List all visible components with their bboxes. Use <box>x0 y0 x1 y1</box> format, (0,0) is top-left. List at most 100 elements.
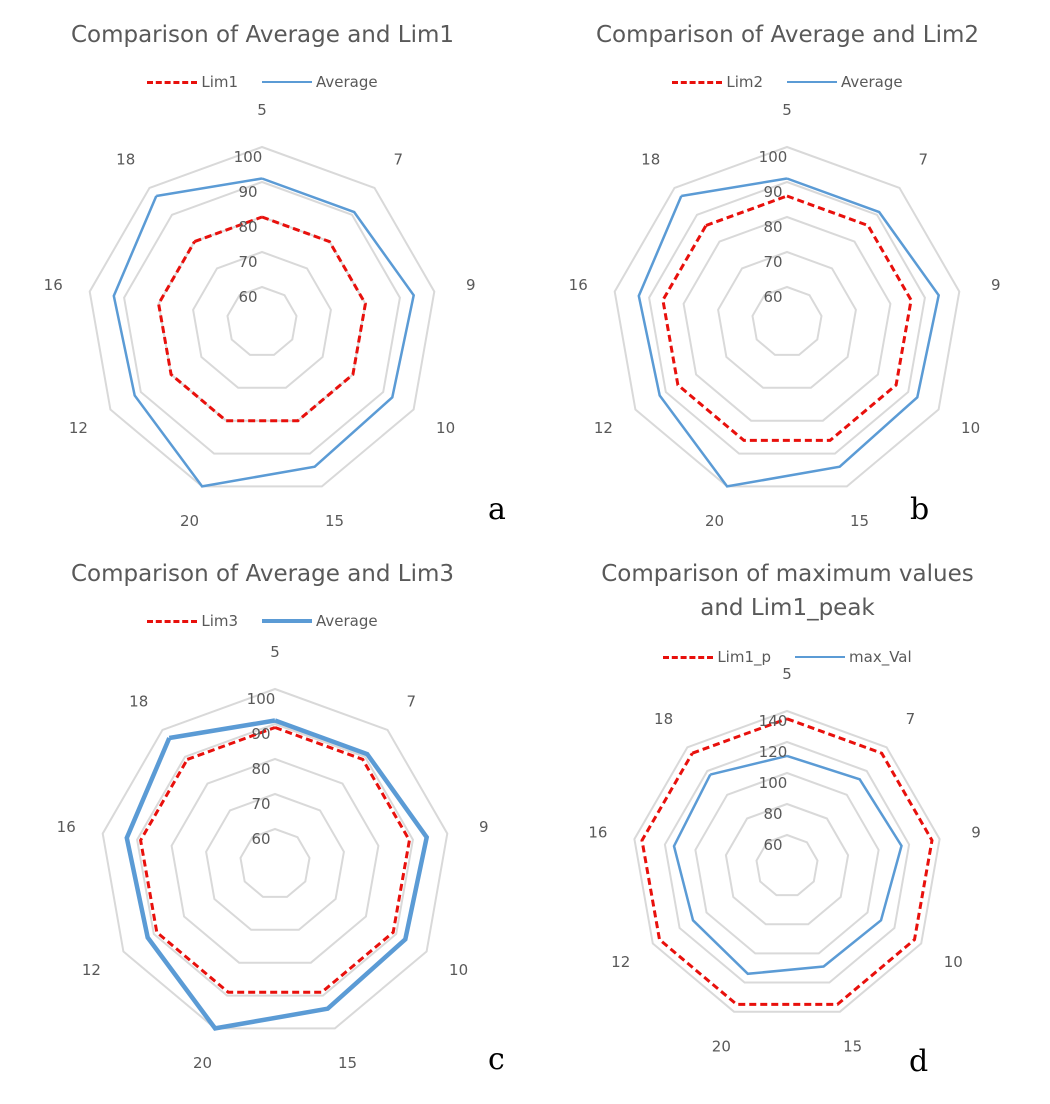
grid-ring <box>717 250 857 389</box>
category-label: 18 <box>116 151 135 169</box>
category-label: 15 <box>338 1054 357 1072</box>
radar-plot: 60 70 80 90 100 5 7 9 10 15 20 12 16 18 <box>44 101 476 530</box>
grid-ring <box>694 771 880 955</box>
series-line-closing-segment <box>193 215 263 243</box>
category-label: 12 <box>82 961 101 979</box>
chart-panel-d: Comparison of maximum values and Lim1_pe… <box>525 552 1050 1104</box>
category-label: 9 <box>466 276 476 294</box>
panel-label: a <box>488 492 506 527</box>
grid-ring <box>663 740 911 984</box>
category-label: 9 <box>971 824 981 842</box>
panel-label: c <box>488 1042 505 1077</box>
chart-title: Comparison of Average and Lim1 <box>70 22 455 48</box>
chart-title-line-2: and Lim1_peak <box>700 595 875 621</box>
radial-tick-label: 100 <box>759 148 788 166</box>
panel-label: b <box>910 492 930 527</box>
legend-swatch-dashed <box>147 80 198 84</box>
radar-plot: 60 70 80 90 100 5 7 9 10 15 20 12 16 18 <box>57 643 489 1072</box>
grid-ring <box>648 180 926 455</box>
chart-title: Comparison of maximum values and Lim1_pe… <box>525 557 1050 625</box>
series-line-closing-segment <box>681 177 788 198</box>
radial-tick-label: 80 <box>763 805 782 823</box>
chart-legend: Lim1_p max_Val <box>525 648 1050 666</box>
radial-tick-label: 60 <box>251 830 270 848</box>
grid-ring <box>88 145 436 488</box>
radial-tick-label: 100 <box>234 148 263 166</box>
series-line-closing-segment <box>156 177 263 198</box>
radial-tick-label: 120 <box>759 743 788 761</box>
chart-legend: Lim2 Average <box>525 73 1050 91</box>
radial-tick-label: 90 <box>238 183 257 201</box>
category-label: 15 <box>843 1037 862 1055</box>
category-label: 15 <box>325 512 344 530</box>
category-label: 5 <box>270 643 280 661</box>
grid-ring <box>755 833 819 897</box>
chart-legend: Lim3 Average <box>0 612 525 630</box>
legend-label: max_Val <box>849 648 912 666</box>
category-label: 12 <box>594 419 613 437</box>
series-line-closing-segment <box>186 726 276 761</box>
category-label: 20 <box>193 1054 212 1072</box>
chart-legend: Lim1 Average <box>0 73 525 91</box>
legend-label: Average <box>316 73 378 91</box>
category-label: 20 <box>180 512 199 530</box>
legend-item-average: Average <box>262 73 378 91</box>
legend-item-average: max_Val <box>795 648 912 666</box>
grid-ring <box>192 250 332 389</box>
radial-tick-label: 100 <box>759 774 788 792</box>
grid-ring <box>682 215 892 422</box>
radial-tick-label: 140 <box>759 712 788 730</box>
category-label: 10 <box>449 961 468 979</box>
radar-plot: 60 80 100 120 140 5 7 9 10 15 20 12 16 18 <box>588 665 981 1055</box>
chart-panel-a: Comparison of Average and Lim1 Lim1 Aver… <box>0 0 525 552</box>
category-label: 10 <box>436 419 455 437</box>
grid-ring <box>613 145 961 488</box>
category-label: 7 <box>406 693 416 711</box>
radial-tick-label: 80 <box>763 218 782 236</box>
series-line-limit <box>640 717 934 1006</box>
category-label: 5 <box>782 101 792 119</box>
series-line-closing-segment <box>691 717 788 755</box>
series-line-closing-segment <box>168 718 276 741</box>
series-line-limit <box>661 194 913 442</box>
grid-ring <box>136 722 414 997</box>
grid-ring <box>724 802 850 926</box>
legend-swatch-dashed <box>672 80 723 84</box>
legend-item-limit: Lim3 <box>147 612 238 630</box>
legend-item-average: Average <box>787 73 903 91</box>
legend-swatch-dashed <box>147 619 198 623</box>
category-label: 12 <box>69 419 88 437</box>
grid-ring <box>101 687 449 1030</box>
legend-label: Lim1 <box>201 73 239 91</box>
category-label: 12 <box>611 953 630 971</box>
category-label: 18 <box>641 151 660 169</box>
radial-tick-label: 70 <box>251 795 270 813</box>
panel-label: d <box>909 1044 929 1079</box>
radar-plot: 60 70 80 90 100 5 7 9 10 15 20 12 16 18 <box>569 101 1001 530</box>
category-label: 7 <box>918 151 928 169</box>
category-label: 10 <box>961 419 980 437</box>
category-label: 15 <box>850 512 869 530</box>
series-line-limit <box>157 215 367 423</box>
category-label: 7 <box>393 151 403 169</box>
legend-label: Lim1_p <box>717 648 772 666</box>
category-label: 5 <box>782 665 792 683</box>
grid-ring <box>123 180 401 455</box>
radial-tick-label: 80 <box>238 218 257 236</box>
radial-tick-label: 100 <box>247 690 276 708</box>
legend-label: Average <box>841 73 903 91</box>
category-label: 5 <box>257 101 267 119</box>
legend-label: Lim3 <box>201 612 239 630</box>
grid-ring <box>205 792 345 931</box>
legend-swatch-solid <box>795 656 846 658</box>
category-label: 16 <box>44 276 63 294</box>
legend-swatch-solid <box>787 81 838 83</box>
series-line-average <box>124 718 430 1031</box>
legend-label: Average <box>316 612 378 630</box>
category-label: 18 <box>654 710 673 728</box>
legend-swatch-solid <box>262 619 313 623</box>
radial-tick-label: 60 <box>763 836 782 854</box>
category-label: 20 <box>705 512 724 530</box>
category-label: 18 <box>129 693 148 711</box>
radial-tick-label: 90 <box>763 183 782 201</box>
